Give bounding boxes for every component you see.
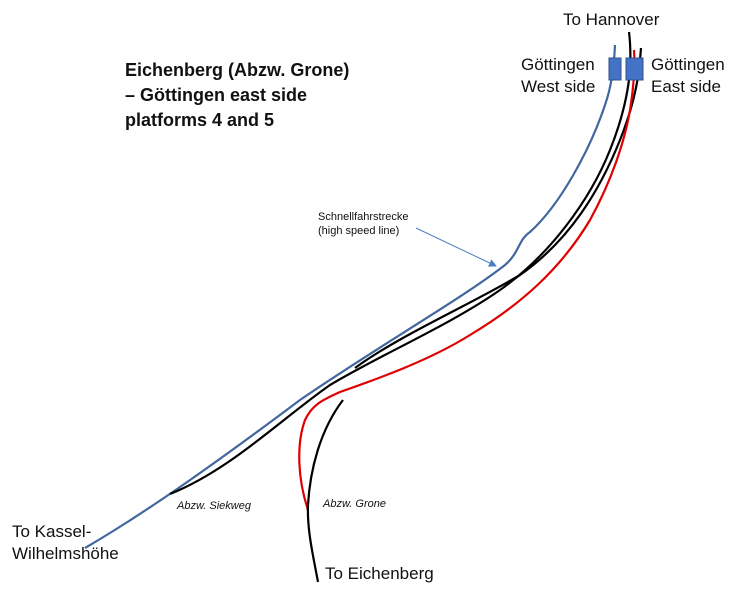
high-speed-line: [84, 44, 617, 549]
goettingen-west-label: Göttingen West side: [521, 54, 595, 98]
to-hannover-label: To Hannover: [563, 10, 660, 29]
platform-east: [625, 57, 644, 81]
label-line: (high speed line): [318, 225, 400, 237]
label-line: West side: [521, 77, 596, 96]
label-line: Göttingen: [521, 55, 595, 74]
label-line: To Kassel-: [12, 522, 92, 541]
title-line: platforms 4 and 5: [125, 110, 275, 130]
pointer-arrow: [415, 227, 497, 267]
label-line: Göttingen: [651, 55, 725, 74]
title-line: – Göttingen east side: [125, 85, 308, 105]
to-kassel-label: To Kassel- Wilhelmshöhe: [12, 521, 119, 565]
diagram-title: Eichenberg (Abzw. Grone) – Göttingen eas…: [125, 58, 349, 133]
label-line: Wilhelmshöhe: [12, 544, 119, 563]
track-main-east: [354, 47, 643, 369]
route-red: [298, 49, 636, 511]
high-speed-label: Schnellfahrstrecke (high speed line): [318, 210, 409, 238]
abzw-siekweg-label: Abzw. Siekweg: [177, 500, 251, 512]
label-line: Schnellfahrstrecke: [318, 211, 409, 223]
abzw-grone-label: Abzw. Grone: [323, 498, 386, 510]
title-line: Eichenberg (Abzw. Grone): [125, 60, 350, 80]
track-to-eichenberg: [306, 399, 344, 583]
label-line: East side: [651, 77, 721, 96]
to-eichenberg-label: To Eichenberg: [325, 564, 434, 583]
goettingen-east-label: Göttingen East side: [651, 54, 725, 98]
platform-west: [608, 57, 622, 81]
